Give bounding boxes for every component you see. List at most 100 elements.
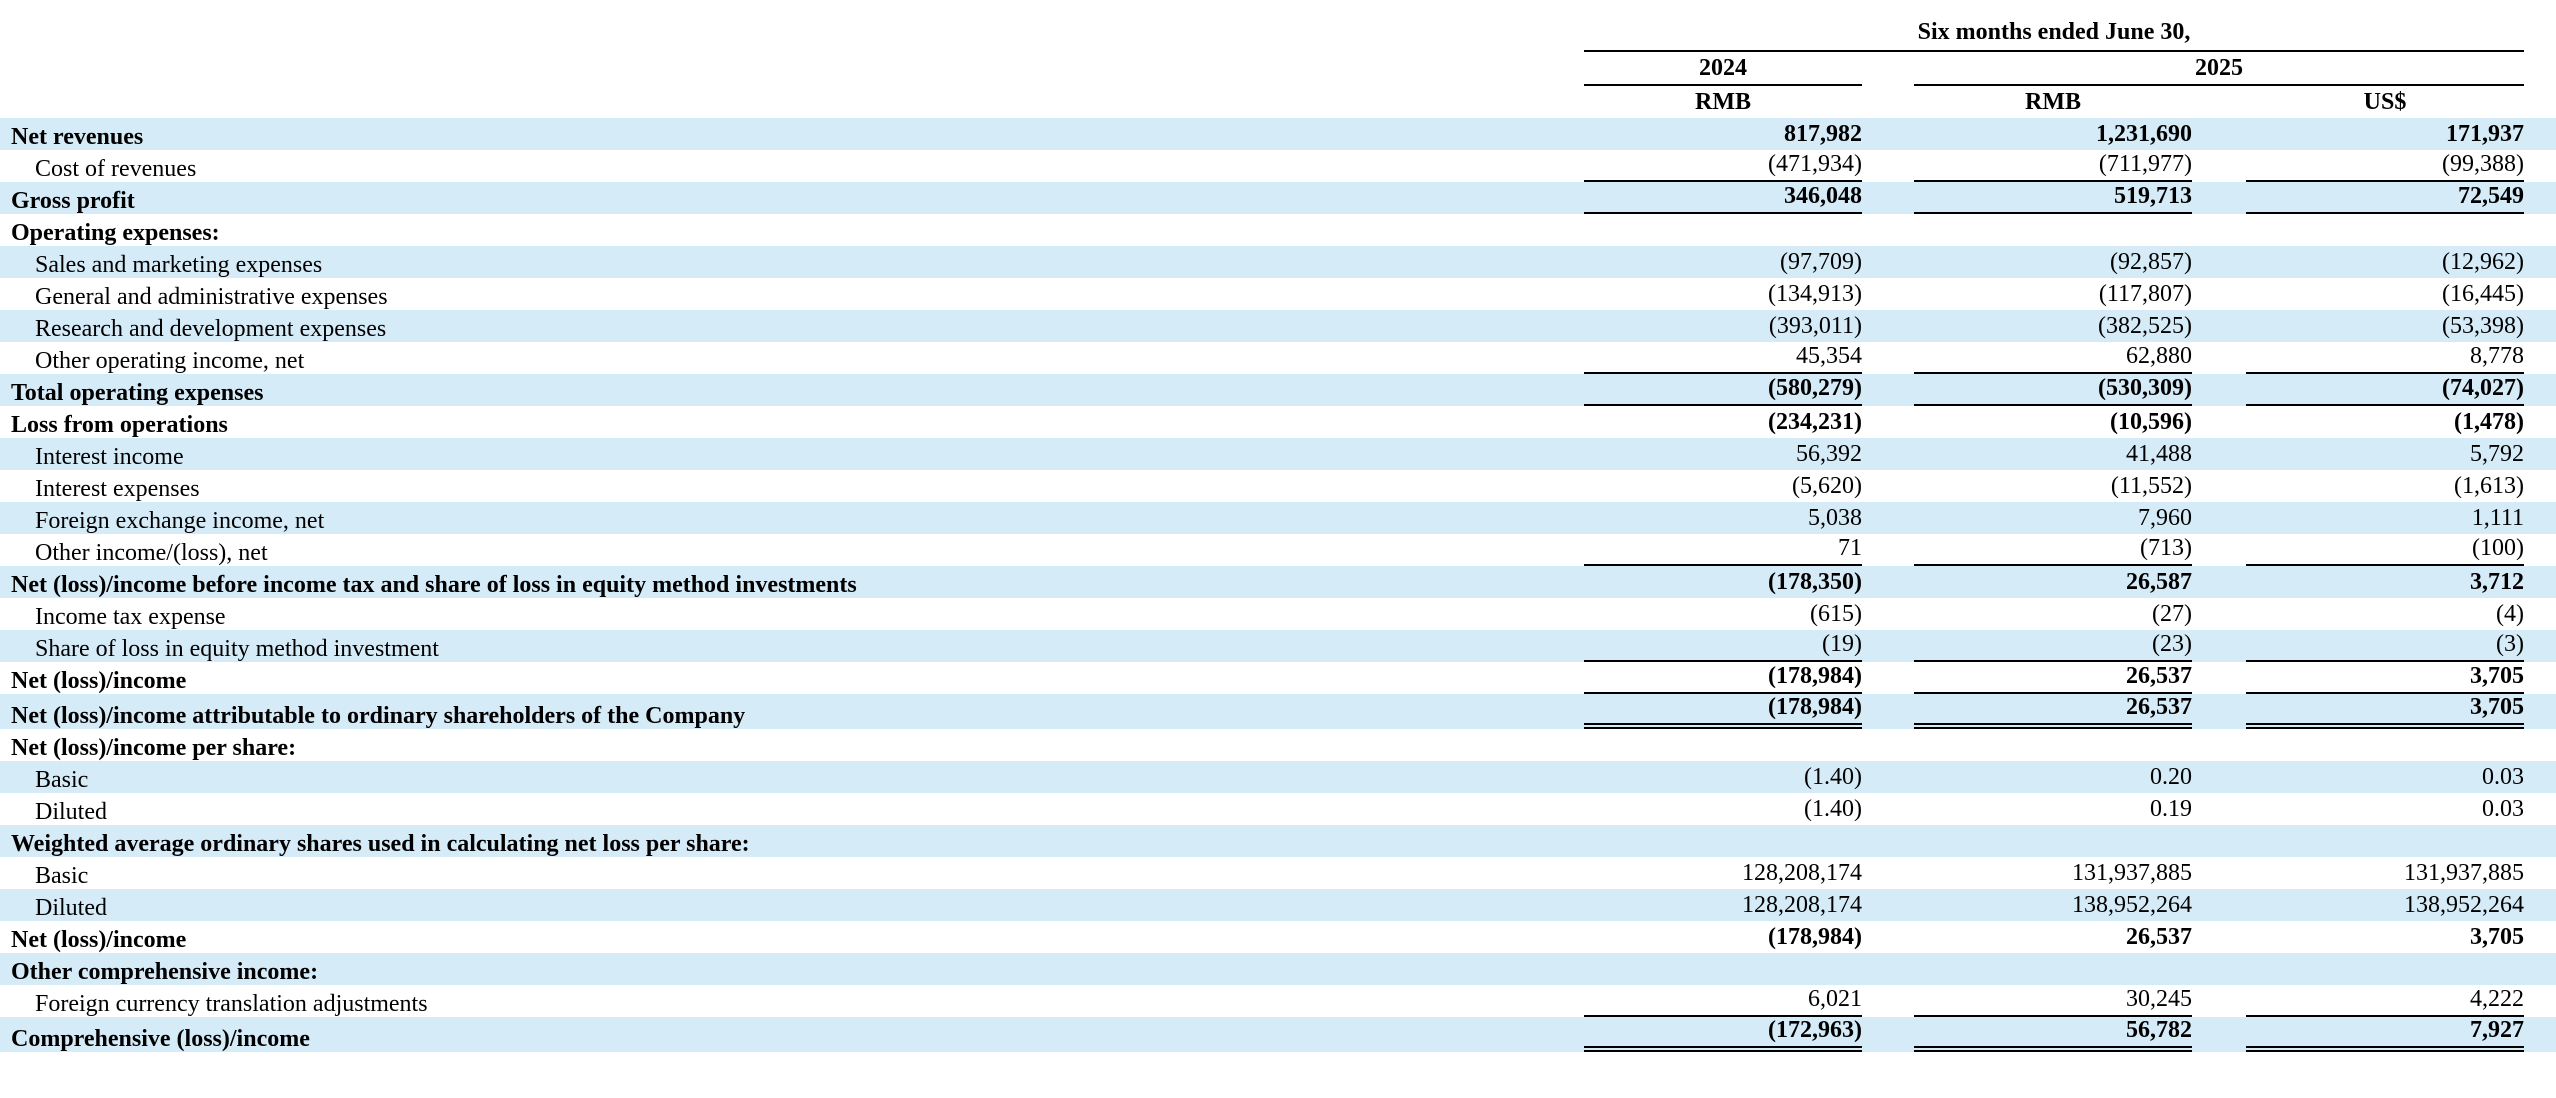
table-row: Loss from operations (234,231) (10,596) … bbox=[0, 406, 2556, 438]
value-2024-rmb: (178,984) bbox=[1584, 694, 1862, 729]
table-row: Foreign currency translation adjustments… bbox=[0, 985, 2556, 1017]
value-2024-rmb: 128,208,174 bbox=[1742, 892, 1862, 918]
row-label: Net revenues bbox=[0, 118, 1584, 150]
table-row: Interest expenses (5,620) (11,552) (1,61… bbox=[0, 470, 2556, 502]
table-row: Cost of revenues (471,934) (711,977) (99… bbox=[0, 150, 2556, 182]
table-row: Gross profit 346,048 519,713 72,549 bbox=[0, 182, 2556, 214]
value-2025-usd: 0.03 bbox=[2482, 764, 2524, 790]
table-row: Net (loss)/income (178,984) 26,537 3,705 bbox=[0, 662, 2556, 694]
value-2025-rmb: 30,245 bbox=[1914, 986, 2192, 1017]
row-label: Loss from operations bbox=[11, 412, 228, 438]
row-label: Diluted bbox=[0, 889, 1584, 921]
section-heading-row: Other comprehensive income: bbox=[0, 953, 2556, 985]
value-2025-usd: 3,705 bbox=[2246, 663, 2524, 694]
table-row: Basic (1.40) 0.20 0.03 bbox=[0, 761, 2556, 793]
value-2025-usd: 3,712 bbox=[2470, 569, 2524, 595]
year-2024-underline bbox=[1584, 84, 1862, 86]
value-2025-rmb: 1,231,690 bbox=[2096, 121, 2192, 147]
currency-2024-rmb: RMB bbox=[1695, 89, 1751, 115]
value-2025-usd: (4) bbox=[2496, 601, 2524, 627]
value-2024-rmb: (393,011) bbox=[1768, 313, 1862, 339]
section-heading: Operating expenses: bbox=[11, 220, 220, 246]
value-2024-rmb: (471,934) bbox=[1584, 151, 1862, 182]
value-2025-rmb: (382,525) bbox=[2098, 313, 2192, 339]
value-2024-rmb: (5,620) bbox=[1792, 473, 1862, 499]
value-2025-rmb: (23) bbox=[1914, 631, 2192, 662]
table-row: Interest income 56,392 41,488 5,792 bbox=[0, 438, 2556, 470]
row-label: Share of loss in equity method investmen… bbox=[0, 630, 1584, 662]
section-heading: Other comprehensive income: bbox=[0, 953, 1584, 985]
value-2025-usd: 7,927 bbox=[2246, 1017, 2524, 1052]
table-row: Other income/(loss), net 71 (713) (100) bbox=[0, 534, 2556, 566]
value-2025-usd: 131,937,885 bbox=[2404, 860, 2524, 886]
row-label: Foreign currency translation adjustments bbox=[35, 991, 428, 1017]
value-2025-usd: (3) bbox=[2246, 631, 2524, 662]
value-2025-rmb: 26,537 bbox=[2126, 924, 2192, 950]
table-row: General and administrative expenses (134… bbox=[0, 278, 2556, 310]
row-label: Net (loss)/income attributable to ordina… bbox=[0, 694, 1584, 729]
value-2025-rmb: 0.20 bbox=[2150, 764, 2192, 790]
value-2025-rmb: (713) bbox=[1914, 535, 2192, 566]
value-2024-rmb: (1.40) bbox=[1804, 796, 1862, 822]
value-2024-rmb: 45,354 bbox=[1584, 343, 1862, 374]
table-row: Basic 128,208,174 131,937,885 131,937,88… bbox=[0, 857, 2556, 889]
value-2024-rmb: (178,350) bbox=[1768, 569, 1862, 595]
value-2025-rmb: (10,596) bbox=[2110, 409, 2192, 435]
value-2024-rmb: 346,048 bbox=[1584, 183, 1862, 214]
value-2025-usd: 5,792 bbox=[2470, 441, 2524, 467]
value-2024-rmb: 6,021 bbox=[1584, 986, 1862, 1017]
value-2024-rmb: (172,963) bbox=[1584, 1017, 1862, 1052]
value-2025-usd: (53,398) bbox=[2442, 313, 2524, 339]
row-label: Interest expenses bbox=[35, 476, 200, 502]
value-2025-rmb: 131,937,885 bbox=[2072, 860, 2192, 886]
table-row: Foreign exchange income, net 5,038 7,960… bbox=[0, 502, 2556, 534]
section-heading-row: Net (loss)/income per share: bbox=[0, 729, 2556, 761]
value-2025-rmb: (92,857) bbox=[2110, 249, 2192, 275]
value-2025-rmb: 26,537 bbox=[1914, 694, 2192, 729]
row-label: Sales and marketing expenses bbox=[0, 246, 1584, 278]
value-2025-usd: (74,027) bbox=[2246, 375, 2524, 406]
value-2024-rmb: 56,392 bbox=[1796, 441, 1862, 467]
value-2025-rmb: 0.19 bbox=[2150, 796, 2192, 822]
value-2025-usd: (99,388) bbox=[2246, 151, 2524, 182]
value-2025-usd: 72,549 bbox=[2246, 183, 2524, 214]
value-2025-usd: (1,613) bbox=[2454, 473, 2524, 499]
value-2024-rmb: (19) bbox=[1584, 631, 1862, 662]
row-label: Other operating income, net bbox=[35, 348, 305, 374]
value-2025-usd: (1,478) bbox=[2454, 409, 2524, 435]
table-row: Comprehensive (loss)/income (172,963) 56… bbox=[0, 1017, 2556, 1052]
value-2025-usd: (16,445) bbox=[2442, 281, 2524, 307]
table-row: Total operating expenses (580,279) (530,… bbox=[0, 374, 2556, 406]
section-heading-row: Operating expenses: bbox=[0, 214, 2556, 246]
table-row: Share of loss in equity method investmen… bbox=[0, 630, 2556, 662]
value-2025-rmb: 26,537 bbox=[1914, 663, 2192, 694]
value-2024-rmb: 5,038 bbox=[1808, 505, 1862, 531]
value-2025-rmb: (117,807) bbox=[2098, 281, 2192, 307]
row-label: General and administrative expenses bbox=[35, 284, 388, 310]
row-label: Net (loss)/income bbox=[11, 668, 187, 694]
value-2025-usd: (100) bbox=[2246, 535, 2524, 566]
value-2024-rmb: (615) bbox=[1810, 601, 1862, 627]
period-underline bbox=[1584, 50, 2524, 52]
row-label: Diluted bbox=[35, 799, 107, 825]
row-label: Income tax expense bbox=[35, 604, 226, 630]
table-row: Net (loss)/income (178,984) 26,537 3,705 bbox=[0, 921, 2556, 953]
value-2024-rmb: (178,984) bbox=[1768, 924, 1862, 950]
section-heading-row: Weighted average ordinary shares used in… bbox=[0, 825, 2556, 857]
table-row: Research and development expenses (393,0… bbox=[0, 310, 2556, 342]
currency-2025-usd: US$ bbox=[2363, 89, 2407, 115]
row-label: Basic bbox=[35, 863, 89, 889]
value-2025-usd: 3,705 bbox=[2470, 924, 2524, 950]
row-label: Basic bbox=[0, 761, 1584, 793]
value-2024-rmb: 128,208,174 bbox=[1742, 860, 1862, 886]
value-2025-rmb: (11,552) bbox=[2110, 473, 2192, 499]
value-2025-rmb: 519,713 bbox=[1914, 183, 2192, 214]
value-2024-rmb: (178,984) bbox=[1584, 663, 1862, 694]
column-headers: Six months ended June 30, 2024 2025 RMB … bbox=[0, 0, 2556, 118]
table-row: Net (loss)/income before income tax and … bbox=[0, 566, 2556, 598]
year-2025-header: 2025 bbox=[2195, 55, 2243, 81]
row-label: Cost of revenues bbox=[35, 156, 197, 182]
value-2025-usd: 1,111 bbox=[2471, 505, 2524, 531]
table-row: Income tax expense (615) (27) (4) bbox=[0, 598, 2556, 630]
table-row: Diluted 128,208,174 138,952,264 138,952,… bbox=[0, 889, 2556, 921]
